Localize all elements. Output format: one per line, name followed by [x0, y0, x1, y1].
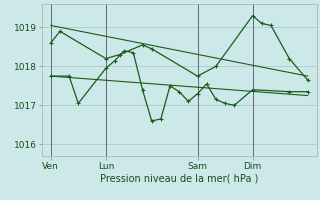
X-axis label: Pression niveau de la mer( hPa ): Pression niveau de la mer( hPa ) [100, 173, 258, 183]
